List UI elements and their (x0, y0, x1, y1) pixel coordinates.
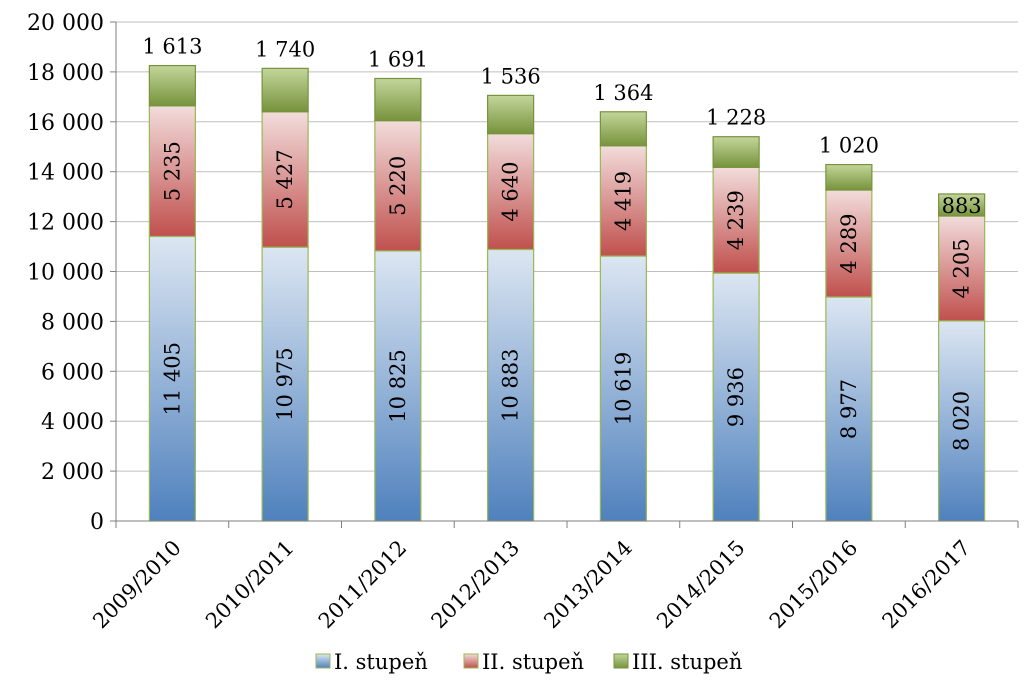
bar-segment (938, 193, 986, 217)
data-label: 10 975 (273, 347, 297, 420)
bar-segment (148, 105, 196, 238)
legend-swatch (463, 653, 479, 669)
data-label: 4 419 (611, 171, 635, 231)
bar-segment (374, 77, 422, 122)
bar-segment (938, 320, 986, 522)
bar-segment (487, 248, 535, 522)
bars (148, 64, 986, 522)
data-label: 4 239 (724, 190, 748, 250)
data-label: 5 235 (160, 141, 184, 201)
data-label: 4 205 (950, 238, 974, 298)
data-label: 1 613 (142, 35, 202, 59)
x-tick-label: 2016/2017 (878, 536, 976, 634)
y-tick-label: 4 000 (41, 410, 104, 435)
bar-segment (712, 136, 760, 168)
bar-segment (712, 272, 760, 522)
y-tick-label: 16 000 (27, 111, 104, 136)
x-tick-label: 2013/2014 (539, 536, 637, 634)
bar-segment (374, 120, 422, 252)
data-label: 4 640 (499, 162, 523, 222)
x-tick-label: 2014/2015 (652, 536, 750, 634)
bar-segment (712, 166, 760, 274)
gridlines (116, 21, 1018, 472)
y-tick-label: 6 000 (41, 360, 104, 385)
legend-label: III. stupeň (632, 650, 742, 674)
bar-segment (261, 67, 309, 113)
data-label: 1 020 (819, 134, 879, 158)
x-tick-label: 2010/2011 (201, 536, 299, 634)
bar-segment (261, 111, 309, 248)
data-label: 10 883 (499, 348, 523, 421)
bar-segment (825, 163, 873, 191)
data-label: 1 691 (368, 47, 428, 71)
data-label: 10 825 (386, 349, 410, 422)
data-label: 11 405 (160, 342, 184, 415)
legend-swatch (315, 653, 331, 669)
data-label: 8 977 (837, 379, 861, 439)
bar-segment (487, 133, 535, 251)
data-label: 1 536 (481, 64, 541, 88)
x-tick-label: 2015/2016 (765, 536, 863, 634)
bar-segment (825, 189, 873, 298)
legend-swatch (613, 653, 629, 669)
y-tick-label: 8 000 (41, 310, 104, 335)
data-labels: 11 405 5 235 1 613 10 975 5 427 1 740 10 825 5 … (142, 35, 981, 451)
x-tick-label: 2012/2013 (427, 536, 525, 634)
bar-segment (261, 246, 309, 522)
y-tick-label: 12 000 (27, 211, 104, 236)
x-tick-label: 2009/2010 (88, 536, 186, 634)
bar-segment (374, 250, 422, 522)
bar-segment (487, 94, 535, 135)
data-label: 4 289 (837, 213, 861, 273)
data-label: 10 619 (611, 352, 635, 425)
x-tick-label: 2011/2012 (314, 536, 412, 634)
y-tick-label: 20 000 (27, 11, 104, 36)
data-label: 5 427 (273, 149, 297, 209)
legend: I. stupeň II. stupeň III. stupeň (315, 650, 742, 674)
data-label: 5 220 (386, 156, 410, 216)
data-label: 883 (942, 194, 982, 218)
y-tick-label: 10 000 (27, 261, 104, 286)
data-label: 1 364 (593, 81, 653, 105)
data-label: 8 020 (950, 391, 974, 451)
legend-label: II. stupeň (482, 650, 584, 674)
data-label: 1 740 (255, 37, 315, 61)
legend-label: I. stupeň (334, 650, 428, 674)
data-label: 9 936 (724, 367, 748, 427)
bar-segment (938, 215, 986, 322)
bar-segment (599, 255, 647, 522)
y-tick-label: 14 000 (27, 161, 104, 186)
y-tick-label: 0 (90, 510, 104, 535)
y-tick-label: 2 000 (41, 460, 104, 485)
bar-segment (599, 111, 647, 147)
bar-segment (148, 64, 196, 107)
data-label: 1 228 (706, 106, 766, 130)
y-tick-label: 18 000 (27, 61, 104, 86)
